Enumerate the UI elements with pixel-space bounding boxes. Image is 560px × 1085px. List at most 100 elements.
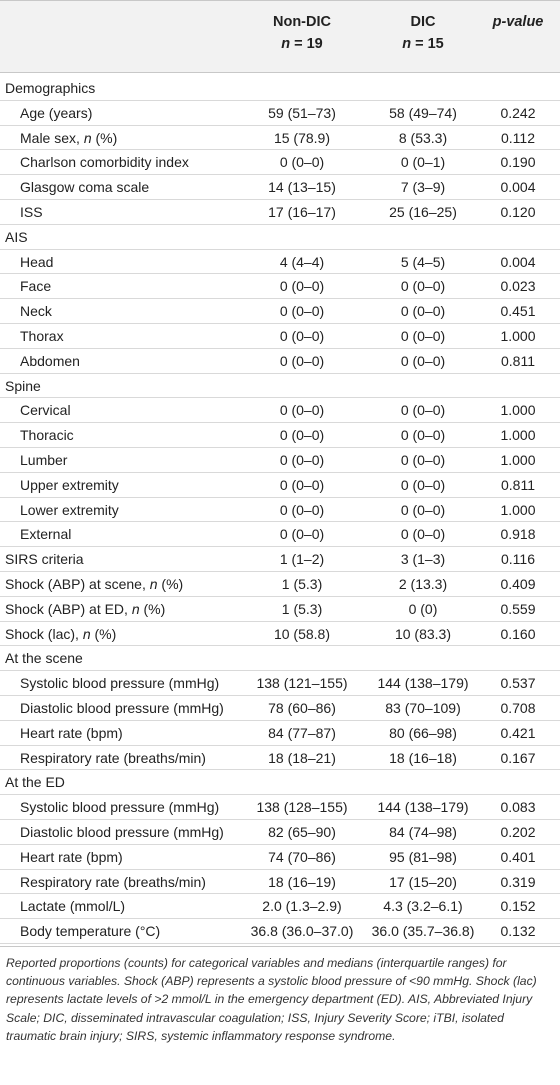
dic-value: 0 (0–0) xyxy=(400,303,446,320)
header-p-value: p-value xyxy=(492,14,544,30)
row-label-text: External xyxy=(20,526,72,543)
non-dic-value: 0 (0–0) xyxy=(279,303,325,320)
p-value: 0.421 xyxy=(500,724,536,741)
row-label: AIS xyxy=(5,225,28,250)
table-header: Non-DIC n = 19 DIC n = 15 p-value xyxy=(0,0,560,73)
p-value: 1.000 xyxy=(500,451,536,468)
row-label: Respiratory rate (breaths/min) xyxy=(20,870,206,895)
non-dic-value: 0 (0–0) xyxy=(279,327,325,344)
table-row: Heart rate (bpm) 84 (77–87) 80 (66–98) 0.42… xyxy=(0,721,560,746)
non-dic-value: 0 (0–0) xyxy=(279,352,325,369)
non-dic-value: 138 (121–155) xyxy=(256,675,348,692)
p-value: 0.167 xyxy=(500,749,536,766)
dic-value: 0 (0–0) xyxy=(400,278,446,295)
row-label: At the ED xyxy=(5,770,65,795)
table-row: Neck 0 (0–0) 0 (0–0) 0.451 xyxy=(0,299,560,324)
row-label: Body temperature (°C) xyxy=(20,919,160,944)
dic-value: 0 (0–0) xyxy=(400,451,446,468)
dic-value: 2 (13.3) xyxy=(398,575,448,592)
row-label: Thoracic xyxy=(20,423,74,448)
row-label-text: Shock (ABP) at scene, xyxy=(5,575,150,592)
table-row: Age (years) 59 (51–73) 58 (49–74) 0.242 xyxy=(0,101,560,126)
table-row: Respiratory rate (breaths/min) 18 (16–19)… xyxy=(0,870,560,895)
row-label: Demographics xyxy=(5,76,95,101)
row-label-italic: n xyxy=(131,600,140,617)
row-label-text: Heart rate (bpm) xyxy=(20,848,123,865)
row-label-italic: n xyxy=(82,625,91,642)
table-footer-divider xyxy=(0,945,560,947)
row-label: Neck xyxy=(20,299,52,324)
p-value: 0.202 xyxy=(500,823,536,840)
non-dic-value: 0 (0–0) xyxy=(279,278,325,295)
dic-value: 83 (70–109) xyxy=(385,699,461,716)
dic-value: 0 (0–0) xyxy=(400,327,446,344)
table-row: At the scene xyxy=(0,646,560,672)
dic-value: 144 (138–179) xyxy=(377,799,469,816)
row-label-text: Respiratory rate (breaths/min) xyxy=(20,749,206,766)
non-dic-value: 18 (18–21) xyxy=(268,749,336,766)
row-label: Diastolic blood pressure (mmHg) xyxy=(20,820,224,845)
row-label-text: AIS xyxy=(5,228,28,245)
table-footnote: Reported proportions (counts) for catego… xyxy=(6,955,537,1043)
row-label: Lumber xyxy=(20,448,67,473)
non-dic-value: 0 (0–0) xyxy=(279,501,325,518)
table-row: Spine xyxy=(0,374,560,399)
row-label-italic: n xyxy=(149,575,158,592)
row-label: Age (years) xyxy=(20,101,92,126)
header-dic-title: DIC xyxy=(410,14,436,30)
row-label: Spine xyxy=(5,374,41,399)
row-label: Cervical xyxy=(20,398,71,423)
table-body: Demographics Age (years) 59 (51–73) 58 (49–… xyxy=(0,76,560,944)
table-row: Upper extremity 0 (0–0) 0 (0–0) 0.811 xyxy=(0,473,560,498)
table-row: Male sex, n (%) 15 (78.9) 8 (53.3) 0.112 xyxy=(0,126,560,151)
table-row: Thorax 0 (0–0) 0 (0–0) 1.000 xyxy=(0,324,560,349)
row-label-text: SIRS criteria xyxy=(5,551,84,568)
row-label: Lower extremity xyxy=(20,498,119,523)
non-dic-value: 74 (70–86) xyxy=(268,848,336,865)
non-dic-value: 18 (16–19) xyxy=(268,873,336,890)
row-label: Charlson comorbidity index xyxy=(20,150,189,175)
non-dic-value: 0 (0–0) xyxy=(279,526,325,543)
p-value: 0.811 xyxy=(501,352,535,369)
table-row: Diastolic blood pressure (mmHg) 78 (60–86… xyxy=(0,696,560,721)
row-label-text: Glasgow coma scale xyxy=(20,179,150,196)
p-value: 0.708 xyxy=(500,699,536,716)
row-label-text: Thorax xyxy=(20,327,64,344)
row-label: Shock (lac), n (%) xyxy=(5,622,116,647)
non-dic-value: 1 (5.3) xyxy=(281,600,323,617)
row-label: At the scene xyxy=(5,646,83,671)
dic-value: 8 (53.3) xyxy=(398,129,448,146)
dic-value: 0 (0–0) xyxy=(400,526,446,543)
non-dic-value: 2.0 (1.3–2.9) xyxy=(262,898,342,915)
dic-value: 5 (4–5) xyxy=(400,253,446,270)
row-label-text: Spine xyxy=(5,377,41,394)
table-row: Systolic blood pressure (mmHg) 138 (121–1… xyxy=(0,671,560,696)
row-label-suffix: (%) xyxy=(91,129,118,146)
row-label: Lactate (mmol/L) xyxy=(20,894,125,919)
dic-value: 58 (49–74) xyxy=(389,104,457,121)
non-dic-value: 78 (60–86) xyxy=(268,699,336,716)
non-dic-value: 138 (128–155) xyxy=(256,799,348,816)
p-value: 0.537 xyxy=(500,675,536,692)
p-value: 0.116 xyxy=(501,551,535,568)
non-dic-value: 15 (78.9) xyxy=(273,129,331,146)
row-label-text: ISS xyxy=(20,203,43,220)
row-label: Shock (ABP) at scene, n (%) xyxy=(5,572,183,597)
header-dic-n: n = 15 xyxy=(368,33,478,55)
row-label-text: Lumber xyxy=(20,451,68,468)
row-label: Systolic blood pressure (mmHg) xyxy=(20,671,219,696)
table-row: Lower extremity 0 (0–0) 0 (0–0) 1.000 xyxy=(0,498,560,523)
p-value: 0.918 xyxy=(500,526,536,543)
p-value: 0.083 xyxy=(500,799,536,816)
table-row: Demographics xyxy=(0,76,560,101)
non-dic-value: 59 (51–73) xyxy=(268,104,336,121)
row-label-text: Upper extremity xyxy=(20,476,119,493)
dic-value: 18 (16–18) xyxy=(389,749,457,766)
table-row: Respiratory rate (breaths/min) 18 (18–21)… xyxy=(0,746,560,771)
header-non-dic-n-label: n xyxy=(281,36,291,52)
p-value: 0.112 xyxy=(501,129,535,146)
non-dic-value: 0 (0–0) xyxy=(279,402,325,419)
row-label-text: At the scene xyxy=(5,650,83,667)
table-row: Lumber 0 (0–0) 0 (0–0) 1.000 xyxy=(0,448,560,473)
dic-value: 36.0 (35.7–36.8) xyxy=(371,923,475,940)
